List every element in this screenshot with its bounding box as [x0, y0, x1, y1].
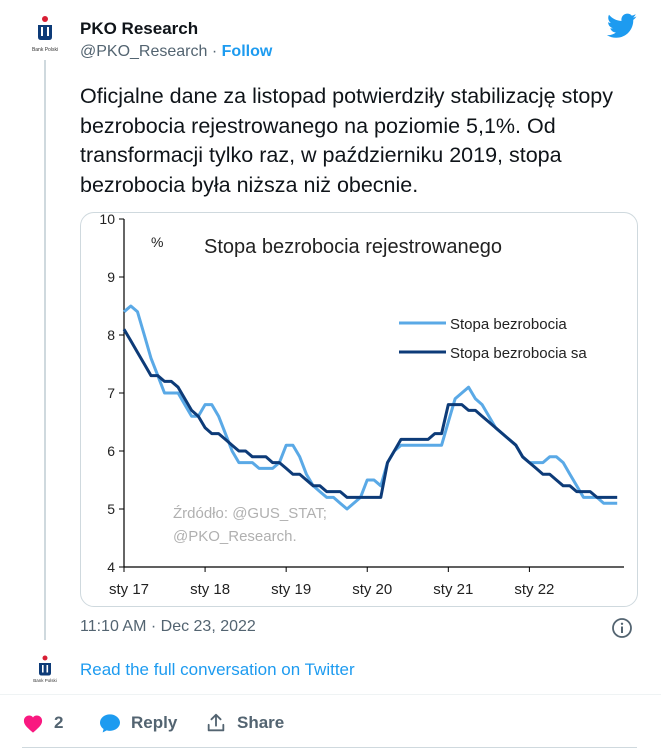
reply-label: Reply	[131, 713, 178, 732]
y-tick-label: 6	[107, 443, 115, 459]
info-icon[interactable]	[611, 617, 633, 639]
divider	[0, 694, 661, 695]
y-axis-ticks: 10 9 8 7 6 5 4	[99, 213, 124, 575]
share-icon	[207, 713, 225, 732]
follow-button[interactable]: Follow	[221, 43, 273, 60]
chart-series	[122, 304, 618, 511]
x-tick-label: sty 21	[433, 581, 473, 598]
source-note-line-1: Źrdódło: @GUS_STAT;	[173, 505, 327, 522]
pko-logo-small-icon: Bank Polski	[33, 655, 57, 683]
meta-separator: ·	[211, 43, 218, 60]
avatar-caption: Bank Polski	[32, 47, 58, 53]
x-axis-ticks: sty 17 sty 18 sty 19 sty 20 sty 21 sty 22	[109, 567, 554, 598]
pko-logo-icon: Bank Polski	[32, 16, 58, 53]
legend-label-stopa-bezrobocia-sa: Stopa bezrobocia sa	[450, 345, 587, 362]
x-tick-label: sty 22	[514, 581, 554, 598]
reply-icon	[100, 714, 120, 733]
chart-legend: Stopa bezrobocia Stopa bezrobocia sa	[399, 316, 587, 362]
read-full-conversation-link[interactable]: Read the full conversation on Twitter	[80, 660, 355, 679]
legend-label-stopa-bezrobocia: Stopa bezrobocia	[450, 316, 567, 333]
avatar-small[interactable]: Bank Polski	[28, 654, 62, 684]
like-button[interactable]: 2	[22, 711, 63, 735]
y-tick-label: 8	[107, 327, 115, 343]
x-tick-label: sty 17	[109, 581, 149, 598]
bottom-divider	[22, 747, 637, 748]
avatar[interactable]: Bank Polski	[28, 14, 62, 54]
like-count: 2	[54, 713, 64, 732]
x-tick-label: sty 20	[352, 581, 392, 598]
twitter-bird-icon[interactable]	[606, 13, 637, 39]
tweet-text: Oficjalne dane za listopad potwierdziły …	[80, 84, 613, 197]
share-label: Share	[237, 713, 285, 732]
series-line-stopa-bezrobocia	[123, 304, 618, 511]
chart-title: Stopa bezrobocia rejestrowanego	[204, 236, 502, 258]
x-tick-label: sty 18	[190, 581, 230, 598]
avatar-small-caption: Bank Polski	[33, 678, 57, 683]
tweet-timestamp[interactable]: 11:10 AM · Dec 23, 2022	[80, 618, 256, 635]
thread-line	[44, 60, 46, 640]
y-tick-label: 4	[107, 559, 115, 575]
author-meta: @PKO_Research · Follow	[80, 43, 272, 61]
y-tick-label: 5	[107, 501, 115, 517]
author-handle[interactable]: @PKO_Research	[80, 43, 208, 60]
y-tick-label: 10	[99, 213, 115, 227]
y-tick-label: 9	[107, 269, 115, 285]
y-tick-label: 7	[107, 385, 115, 401]
chart-unit: %	[151, 234, 163, 250]
share-button[interactable]: Share	[205, 711, 284, 735]
chart-image[interactable]: % Stopa bezrobocia rejestrowanego 10 9 8 7 6…	[80, 212, 638, 607]
heart-icon	[23, 715, 43, 733]
series-line-stopa-bezrobocia-sa	[122, 328, 618, 499]
unemployment-chart: % Stopa bezrobocia rejestrowanego 10 9 8 7 6…	[99, 213, 624, 598]
source-note-line-2: @PKO_Research.	[173, 528, 297, 545]
reply-button[interactable]: Reply	[99, 711, 177, 735]
author-name[interactable]: PKO Research	[80, 19, 199, 38]
x-tick-label: sty 19	[271, 581, 311, 598]
